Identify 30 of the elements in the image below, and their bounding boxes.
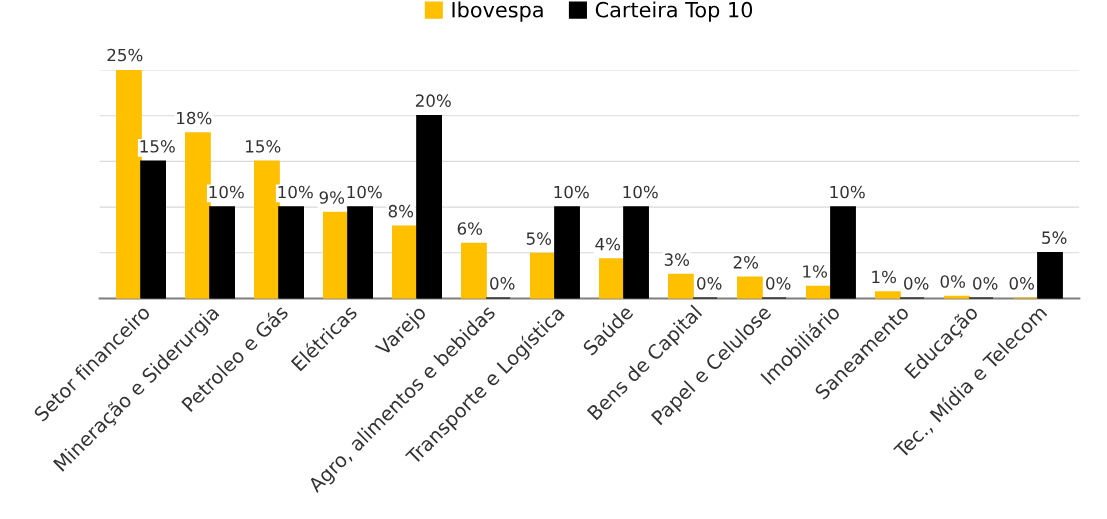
legend-label: Ibovespa [452,1,543,22]
data-label: 0% [766,277,791,290]
data-label: 10% [623,185,658,199]
data-label: 15% [246,140,281,153]
data-label: 9% [319,191,345,204]
data-label: 2% [733,256,759,269]
legend-label: Carteira Top 10 [595,1,753,22]
data-label: 0% [973,277,998,290]
data-label: 25% [107,48,143,62]
data-label: 20% [415,94,451,107]
data-label: 0% [904,277,929,290]
data-label: 5% [526,232,552,245]
data-label: 10% [554,185,589,199]
data-label: 0% [1009,277,1034,290]
data-label: 5% [1042,231,1067,244]
data-label: 15% [140,140,175,153]
data-label: 1% [803,265,828,278]
data-label: 0% [490,277,515,290]
data-label: 0% [697,277,722,290]
data-label: 10% [209,185,244,199]
data-label: 1% [872,270,896,284]
data-label: 3% [664,253,690,266]
data-label: 10% [278,185,313,199]
data-label: 10% [347,185,382,199]
data-label: 0% [940,275,965,288]
data-label: 18% [177,111,212,125]
data-label: 4% [595,237,621,251]
data-label: 8% [388,204,414,218]
data-label: 6% [457,222,483,235]
data-label: 10% [830,185,865,199]
